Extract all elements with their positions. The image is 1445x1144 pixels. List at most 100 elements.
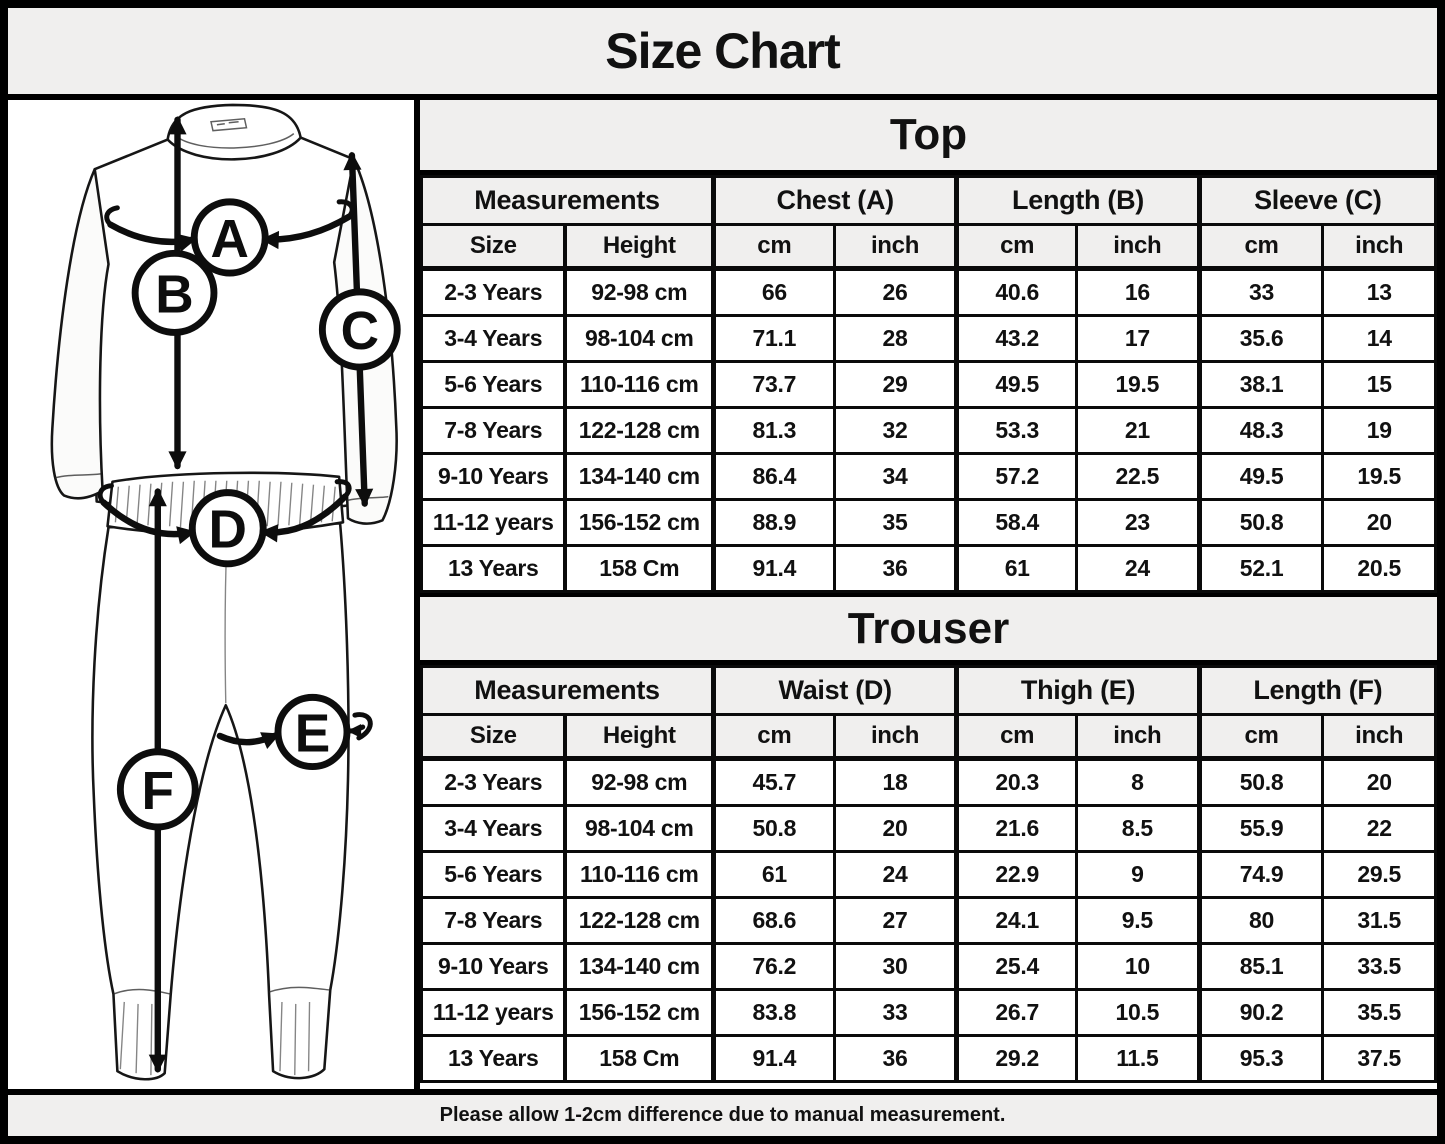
table-row: 9-10 Years 134-140 cm 76.2 30 25.4 10 85.1 33.5	[420, 942, 1437, 991]
measurement-cell: 38.1	[1196, 360, 1325, 409]
col-header-inch: inch	[833, 223, 959, 271]
measurement-cell: 83.8	[711, 988, 836, 1037]
table-row: 5-6 Years 110-116 cm 73.7 29 49.5 19.5 38.1 15	[420, 360, 1437, 409]
height-cell: 98-104 cm	[563, 314, 716, 363]
measurement-cell: 11.5	[1075, 1034, 1201, 1083]
measurement-cell: 10	[1075, 942, 1201, 991]
col-header-cm: cm	[711, 713, 836, 761]
measurement-cell: 36	[833, 544, 959, 593]
col-header-height: Height	[563, 713, 716, 761]
measurement-cell: 85.1	[1196, 942, 1325, 991]
top-table-body: 2-3 Years 92-98 cm 66 26 40.6 16 33 13 3-4 Years…	[420, 267, 1437, 593]
sub-header-row: Size Height cm inch cm inch cm inch	[420, 713, 1437, 761]
measurement-label-d: D	[188, 489, 267, 568]
title-bar: Size Chart	[8, 8, 1437, 100]
height-cell: 122-128 cm	[563, 896, 716, 945]
measurement-cell: 35	[833, 498, 959, 547]
measurement-cell: 19.5	[1075, 360, 1201, 409]
measurement-cell: 33	[1196, 267, 1325, 317]
height-cell: 158 Cm	[563, 1034, 716, 1083]
height-cell: 156-152 cm	[563, 988, 716, 1037]
measurement-cell: 20	[833, 804, 959, 853]
group-header-measurements: Measurements	[420, 665, 716, 716]
size-chart-section-trouser: Trouser Measurements Waist (D) Thigh (E)	[420, 593, 1437, 1083]
measurement-cell: 21.6	[954, 804, 1078, 853]
size-cell: 11-12 years	[420, 988, 567, 1037]
measurement-cell: 68.6	[711, 896, 836, 945]
measurement-cell: 29.2	[954, 1034, 1078, 1083]
section-banner-top: Top	[420, 100, 1437, 175]
measurement-cell: 35.6	[1196, 314, 1325, 363]
main-content: B A C D E F	[8, 100, 1437, 1089]
size-cell: 11-12 years	[420, 498, 567, 547]
table-row: 2-3 Years 92-98 cm 66 26 40.6 16 33 13	[420, 267, 1437, 317]
measurement-cell: 22.9	[954, 850, 1078, 899]
measurement-cell: 24	[1075, 544, 1201, 593]
table-row: 7-8 Years 122-128 cm 81.3 32 53.3 21 48.3 19	[420, 406, 1437, 455]
measurement-cell: 22	[1321, 804, 1437, 853]
sub-header-row: Size Height cm inch cm inch cm inch	[420, 223, 1437, 271]
measurement-label-b: B	[131, 249, 218, 336]
group-header-sleeve: Sleeve (C)	[1196, 175, 1437, 226]
measurement-cell: 14	[1321, 314, 1437, 363]
size-cell: 3-4 Years	[420, 804, 567, 853]
size-cell: 13 Years	[420, 1034, 567, 1083]
measurement-cell: 18	[833, 757, 959, 807]
measurement-cell: 43.2	[954, 314, 1078, 363]
measurement-cell: 29	[833, 360, 959, 409]
size-cell: 2-3 Years	[420, 267, 567, 317]
group-header-thigh: Thigh (E)	[954, 665, 1201, 716]
size-cell: 7-8 Years	[420, 896, 567, 945]
waist-d-arrow-right	[259, 493, 349, 543]
measurement-cell: 86.4	[711, 452, 836, 501]
table-row: 11-12 years 156-152 cm 88.9 35 58.4 23 50.8 20	[420, 498, 1437, 547]
section-banner-trouser: Trouser	[420, 597, 1437, 665]
height-cell: 98-104 cm	[563, 804, 716, 853]
footer-note: Please allow 1-2cm difference due to man…	[439, 1104, 1006, 1126]
measurement-cell: 9.5	[1075, 896, 1201, 945]
measurement-cell: 61	[711, 850, 836, 899]
measurement-cell: 10.5	[1075, 988, 1201, 1037]
col-header-inch: inch	[1321, 223, 1437, 271]
measurement-cell: 26	[833, 267, 959, 317]
size-cell: 2-3 Years	[420, 757, 567, 807]
measurement-cell: 37.5	[1321, 1034, 1437, 1083]
height-cell: 156-152 cm	[563, 498, 716, 547]
height-cell: 110-116 cm	[563, 850, 716, 899]
size-cell: 9-10 Years	[420, 452, 567, 501]
col-header-cm: cm	[1196, 223, 1325, 271]
table-row: 13 Years 158 Cm 91.4 36 29.2 11.5 95.3 37.5	[420, 1034, 1437, 1083]
measurement-cell: 49.5	[954, 360, 1078, 409]
measurement-cell: 33.5	[1321, 942, 1437, 991]
measurement-cell: 76.2	[711, 942, 836, 991]
table-row: 3-4 Years 98-104 cm 50.8 20 21.6 8.5 55.9 22	[420, 804, 1437, 853]
measurement-cell: 32	[833, 406, 959, 455]
measurement-cell: 90.2	[1196, 988, 1325, 1037]
col-header-cm: cm	[1196, 713, 1325, 761]
size-cell: 5-6 Years	[420, 850, 567, 899]
size-chart-section-top: Top Measurements Chest (A) Length (B)	[420, 100, 1437, 593]
measurement-cell: 19.5	[1321, 452, 1437, 501]
measurement-cell: 71.1	[711, 314, 836, 363]
measurement-cell: 20.5	[1321, 544, 1437, 593]
measurement-cell: 80	[1196, 896, 1325, 945]
thigh-e-loop	[347, 723, 366, 738]
group-header-row: Measurements Chest (A) Length (B) Sleeve…	[420, 175, 1437, 226]
measurement-cell: 8	[1075, 757, 1201, 807]
size-cell: 9-10 Years	[420, 942, 567, 991]
group-header-length: Length (F)	[1196, 665, 1437, 716]
measurement-label-f: F	[116, 748, 199, 831]
size-cell: 7-8 Years	[420, 406, 567, 455]
measurement-cell: 55.9	[1196, 804, 1325, 853]
table-row: 2-3 Years 92-98 cm 45.7 18 20.3 8 50.8 20	[420, 757, 1437, 807]
measurement-label-c: C	[318, 288, 401, 371]
measurement-cell: 31.5	[1321, 896, 1437, 945]
col-header-cm: cm	[954, 713, 1078, 761]
col-header-inch: inch	[833, 713, 959, 761]
height-cell: 110-116 cm	[563, 360, 716, 409]
size-cell: 3-4 Years	[420, 314, 567, 363]
col-header-inch: inch	[1075, 713, 1201, 761]
col-header-size: Size	[420, 223, 567, 271]
measurement-cell: 35.5	[1321, 988, 1437, 1037]
